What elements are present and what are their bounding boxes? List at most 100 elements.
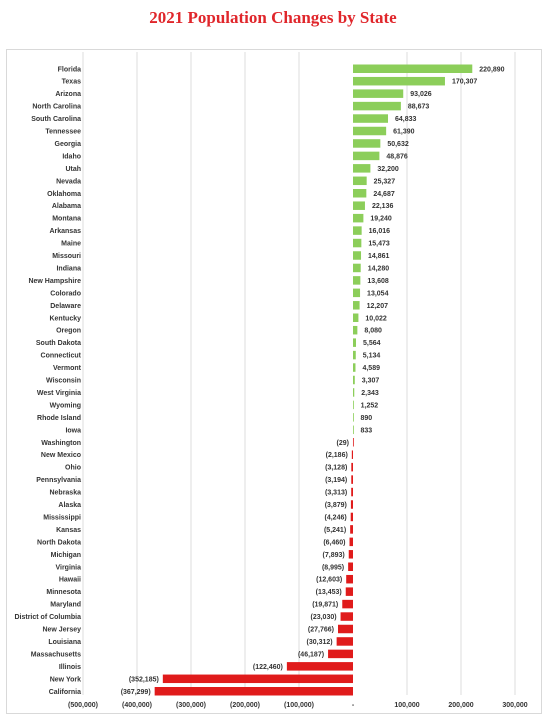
category-label: Maine (61, 241, 81, 248)
bar (342, 599, 353, 609)
x-tick-label: (100,000) (284, 702, 314, 709)
data-label: (8,995) (322, 564, 344, 571)
data-label: (13,453) (316, 589, 342, 596)
bar (353, 325, 358, 335)
bar (353, 89, 404, 98)
bar (353, 164, 371, 173)
bar (348, 550, 353, 559)
data-label: 5,134 (363, 353, 381, 360)
data-label: 13,054 (367, 290, 389, 297)
bar (345, 587, 353, 596)
bar (353, 101, 401, 111)
x-tick-label: 100,000 (394, 702, 419, 709)
data-label: (23,030) (310, 614, 336, 621)
chart-title: 2021 Population Changes by State (149, 8, 397, 27)
x-tick-label: (200,000) (230, 702, 260, 709)
data-label: 88,673 (408, 104, 430, 111)
category-label: Connecticut (41, 353, 82, 360)
category-label: Oklahoma (47, 191, 81, 198)
category-label: Georgia (55, 141, 82, 148)
bar (353, 114, 389, 123)
category-label: North Dakota (37, 539, 81, 546)
x-tick-label: - (352, 702, 355, 709)
data-label: 12,207 (367, 303, 389, 310)
bar (353, 64, 473, 73)
data-label: (46,187) (298, 651, 324, 658)
data-label: 64,833 (395, 116, 417, 123)
bar (353, 375, 355, 385)
bar (353, 313, 359, 322)
bar (353, 363, 356, 372)
data-label: 5,564 (363, 340, 381, 347)
category-label: Utah (65, 166, 81, 173)
data-label: 32,200 (377, 166, 399, 173)
category-label: Maryland (50, 602, 81, 609)
category-label: Nevada (56, 178, 81, 185)
data-label: 170,307 (452, 79, 477, 86)
x-tick-label: (500,000) (68, 702, 98, 709)
bar (351, 462, 353, 472)
bar (351, 487, 353, 497)
category-label: Oregon (56, 328, 81, 335)
bar (350, 512, 353, 522)
data-label: 890 (360, 415, 372, 422)
data-label: 220,890 (479, 66, 504, 73)
bar (353, 201, 365, 210)
bar-chart: (500,000) (400,000) (300,000) (200,000) (100… (14, 52, 528, 709)
category-label: West Virginia (37, 390, 81, 397)
x-tick-label: 300,000 (502, 702, 527, 709)
category-label: New Mexico (41, 452, 81, 459)
bar (340, 612, 353, 621)
category-label: Washington (41, 440, 81, 447)
category-label: Missouri (52, 253, 81, 260)
category-label: Mississippi (43, 514, 81, 521)
category-label: Indiana (56, 265, 81, 272)
data-label: (352,185) (129, 676, 159, 683)
data-label: 13,608 (367, 278, 389, 285)
bar (353, 151, 380, 161)
bar (353, 388, 355, 397)
bar (336, 637, 353, 646)
category-label: Vermont (53, 365, 82, 372)
x-tick-label: (400,000) (122, 702, 152, 709)
bar (352, 438, 354, 447)
bar (353, 176, 367, 186)
bar (353, 263, 361, 273)
bar (353, 189, 367, 198)
data-label: (2,186) (326, 452, 348, 459)
category-label: Kentucky (49, 315, 81, 322)
category-label: Delaware (50, 303, 81, 310)
data-label: (367,299) (121, 689, 151, 696)
category-label: Kansas (56, 527, 81, 534)
data-label: (7,893) (323, 552, 345, 559)
data-label: (30,312) (307, 639, 333, 646)
category-label: Iowa (65, 427, 81, 434)
bar (353, 226, 362, 235)
data-label: 24,687 (373, 191, 395, 198)
category-label: Florida (58, 66, 81, 73)
data-label: (29) (337, 440, 349, 447)
data-label: (6,460) (323, 539, 345, 546)
data-label: (3,879) (325, 502, 347, 509)
category-label: Michigan (51, 552, 81, 559)
category-label: Tennessee (45, 129, 81, 136)
data-label: 22,136 (372, 203, 394, 210)
bar (348, 562, 353, 571)
category-label: Wisconsin (46, 378, 81, 385)
category-label: Alabama (52, 203, 81, 210)
category-label: North Carolina (32, 104, 81, 111)
bar (346, 574, 353, 584)
category-label: Wyoming (50, 402, 81, 409)
data-label: 61,390 (393, 129, 415, 136)
x-tick-label: 200,000 (448, 702, 473, 709)
data-label: 10,022 (365, 315, 387, 322)
bar (162, 674, 353, 684)
data-label: (3,194) (325, 477, 347, 484)
bar (353, 276, 361, 285)
bar (353, 413, 354, 422)
data-label: 2,343 (361, 390, 379, 397)
data-label: 14,280 (368, 265, 390, 272)
category-label: Massachusetts (31, 651, 81, 658)
data-label: (19,871) (312, 602, 338, 609)
category-label: District of Columbia (14, 614, 81, 621)
